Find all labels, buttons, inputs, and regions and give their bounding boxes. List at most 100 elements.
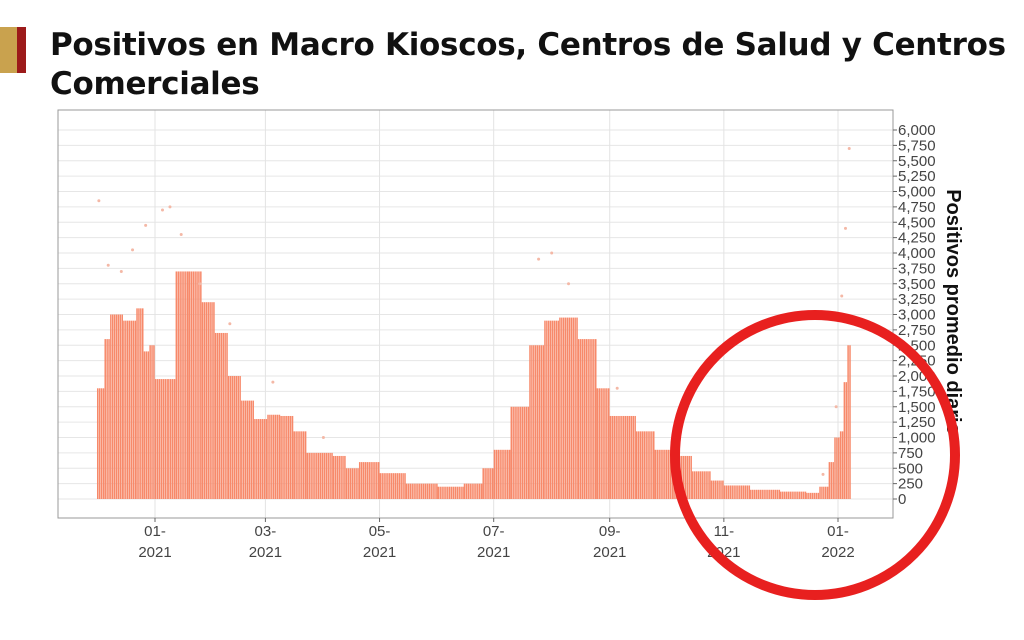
bar — [843, 382, 846, 499]
bar — [593, 339, 595, 499]
bar — [557, 320, 560, 499]
bar — [445, 486, 447, 499]
data-point — [168, 205, 172, 209]
bar — [138, 308, 140, 499]
bar — [276, 414, 279, 499]
bar — [767, 489, 769, 499]
bar — [308, 452, 310, 499]
bar — [705, 471, 707, 499]
bar — [647, 431, 649, 499]
bar — [617, 415, 619, 499]
bar — [779, 491, 782, 499]
bar — [570, 317, 573, 499]
x-tick-label: 2021 — [593, 544, 626, 561]
bar — [317, 452, 320, 499]
bar — [125, 320, 127, 499]
bar — [484, 468, 486, 499]
bar — [259, 419, 262, 499]
data-point — [537, 257, 541, 261]
bar — [583, 339, 586, 499]
data-point — [615, 386, 619, 390]
bar — [301, 431, 303, 499]
bar — [815, 492, 818, 499]
bar — [443, 486, 445, 499]
bar — [540, 345, 543, 499]
bar — [460, 486, 462, 499]
bar — [366, 462, 369, 499]
bar — [505, 449, 507, 499]
bar — [624, 415, 627, 499]
data-point — [567, 282, 571, 286]
bar — [527, 406, 530, 499]
y-tick-label: 1,250 — [898, 414, 936, 431]
bar — [246, 400, 249, 499]
bar — [510, 406, 513, 499]
bar — [667, 449, 670, 499]
bar — [205, 302, 208, 499]
bar — [214, 332, 217, 499]
bar — [222, 332, 224, 499]
x-axis: 01- 2021 03- 2021 05- 2021 07- 2021 09- 2021 11- 20… — [138, 518, 855, 561]
bar — [562, 317, 565, 499]
bar — [793, 491, 795, 499]
bar — [355, 468, 357, 499]
bar — [312, 452, 314, 499]
bar — [658, 449, 660, 499]
bar — [166, 379, 168, 499]
bar — [190, 271, 193, 499]
bar — [469, 483, 471, 499]
bar — [327, 452, 329, 499]
bar — [465, 483, 468, 499]
data-point — [840, 294, 844, 298]
bar — [606, 388, 608, 499]
bar — [795, 491, 797, 499]
bar — [111, 314, 114, 499]
bar — [287, 415, 290, 499]
bar — [709, 471, 711, 499]
bar — [703, 471, 705, 499]
bar — [503, 449, 505, 499]
bar — [422, 483, 425, 499]
bar — [211, 302, 213, 499]
bar — [774, 489, 777, 499]
bar — [200, 271, 202, 499]
bar — [250, 400, 253, 499]
x-tick-label: 2021 — [477, 544, 510, 561]
bar — [357, 468, 359, 499]
bar — [755, 489, 758, 499]
bar — [493, 449, 496, 499]
bar — [626, 415, 629, 499]
data-point — [198, 282, 202, 286]
bar — [608, 388, 610, 499]
bar — [533, 345, 535, 499]
bar — [808, 492, 810, 499]
bar — [750, 489, 752, 499]
bar — [452, 486, 455, 499]
bar — [806, 492, 808, 499]
bar — [160, 379, 163, 499]
bar — [385, 473, 387, 499]
bar — [119, 314, 122, 499]
bar — [637, 431, 640, 499]
x-tick-label: 2021 — [249, 544, 282, 561]
bar — [611, 415, 614, 499]
bar — [529, 345, 531, 499]
bar — [402, 473, 404, 499]
bar — [136, 308, 138, 499]
bar — [274, 414, 277, 499]
bar — [508, 449, 511, 499]
y-tick-label: 5,000 — [898, 184, 936, 201]
bar — [549, 320, 552, 499]
bar — [770, 489, 773, 499]
bar — [757, 489, 760, 499]
bar — [813, 492, 816, 499]
bar — [329, 452, 331, 499]
bar — [769, 489, 771, 499]
bar — [252, 400, 254, 499]
bar — [471, 483, 473, 499]
bar — [695, 471, 698, 499]
bar — [486, 468, 488, 499]
x-tick-label: 07- — [483, 523, 505, 540]
y-tick-label: 4,750 — [898, 199, 936, 216]
